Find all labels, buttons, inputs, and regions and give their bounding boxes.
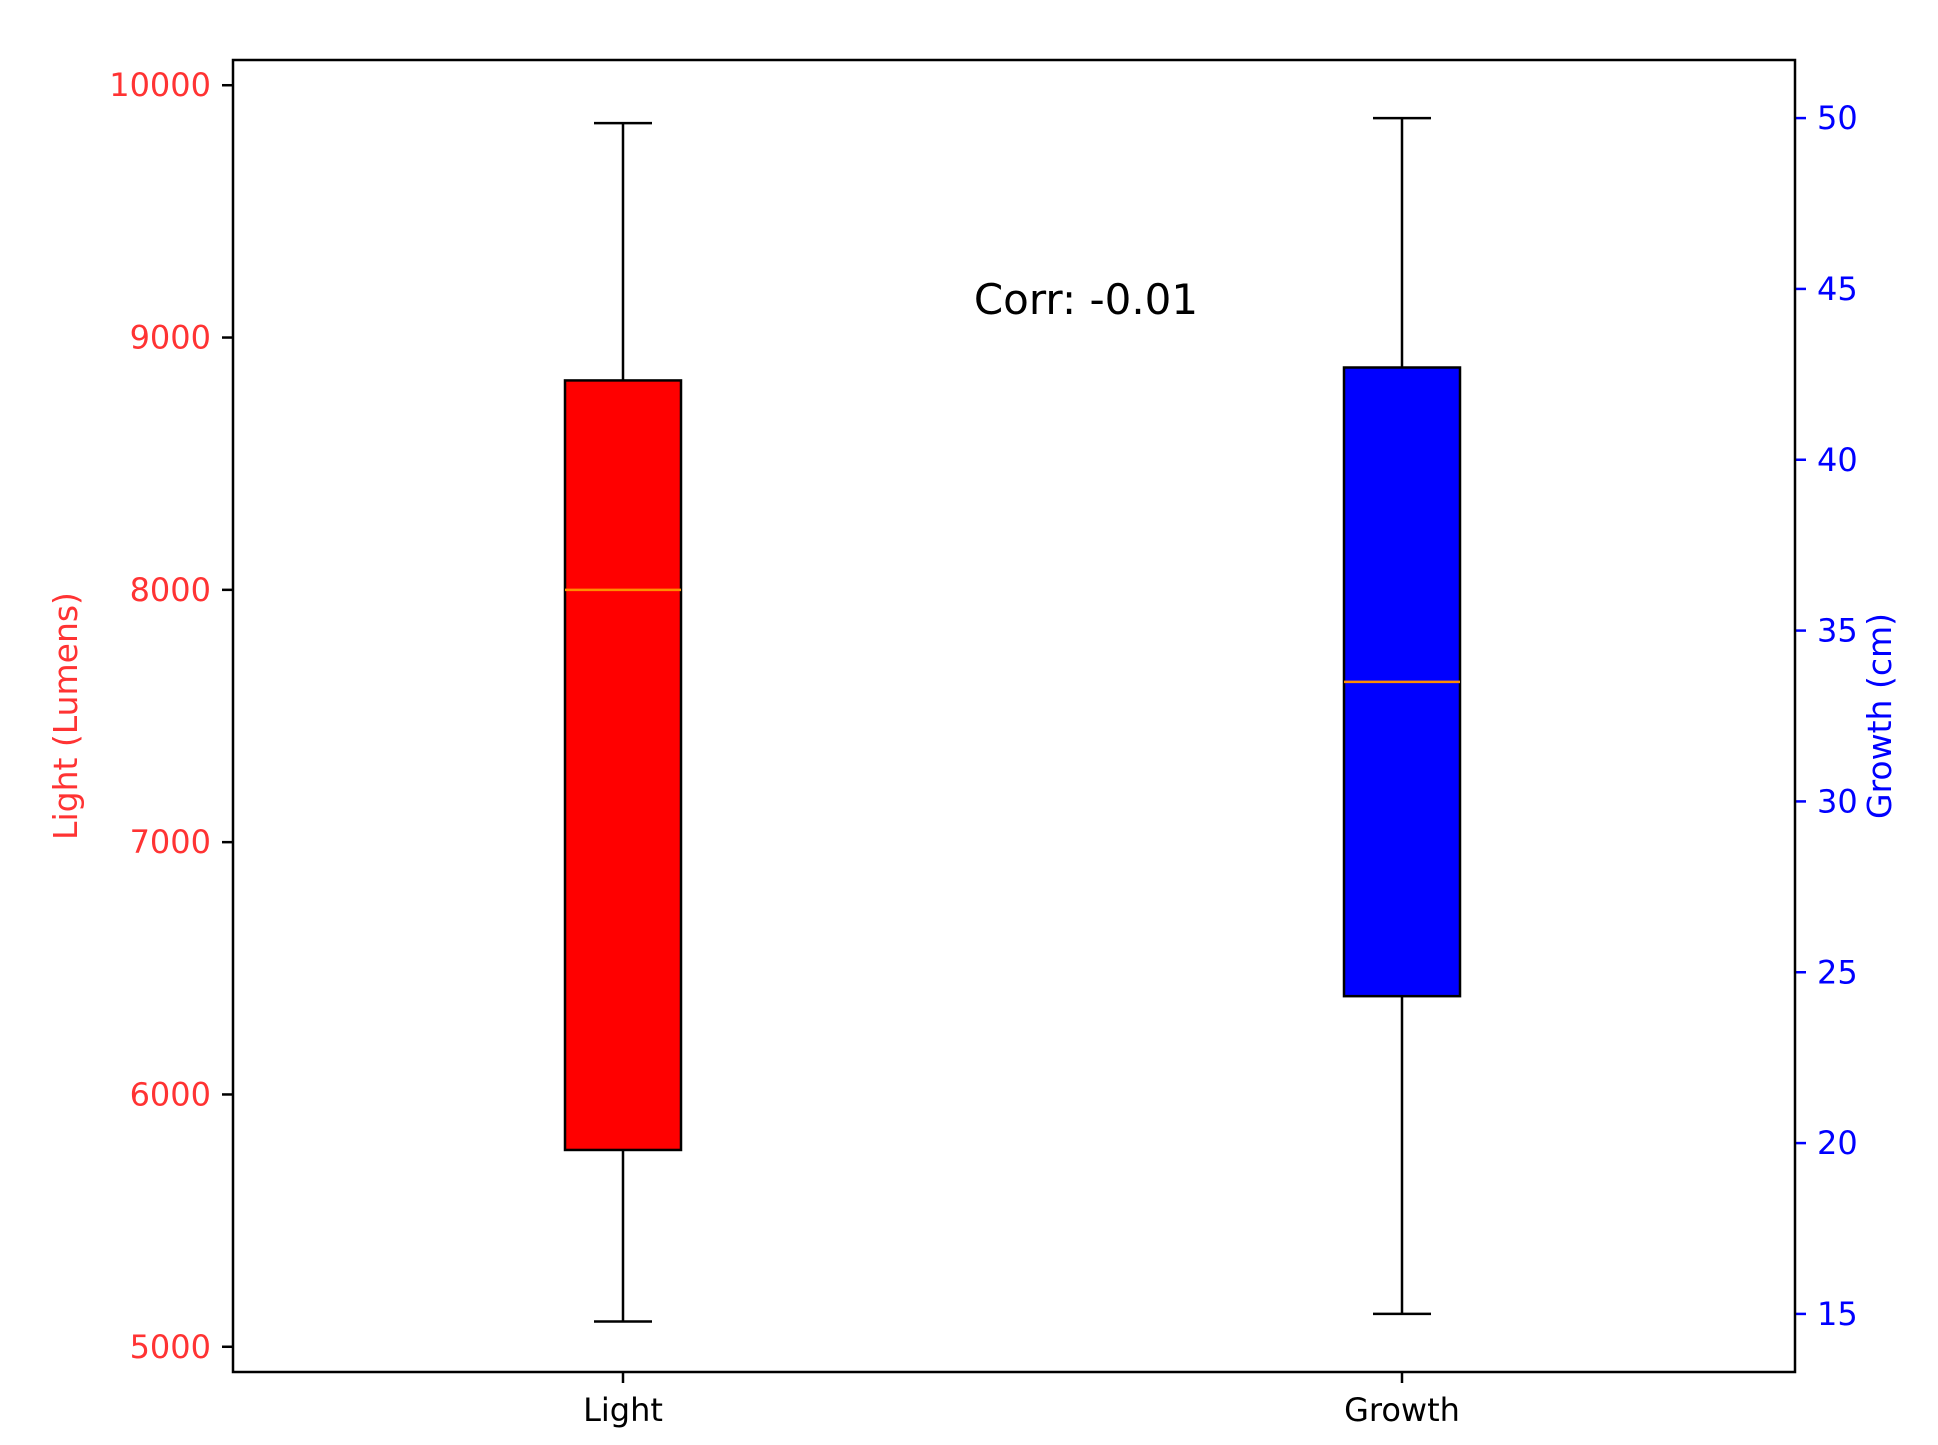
left-tick-label: 5000 [130,1328,211,1366]
right-tick-label: 15 [1817,1295,1858,1333]
left-tick-label: 7000 [130,823,211,861]
right-tick-label: 50 [1817,99,1858,137]
boxes-layer [563,116,1462,1323]
right-tick-label: 45 [1817,270,1858,308]
right-axis: 15 20 25 30 35 40 45 50 [1795,99,1858,1333]
x-axis: Light Growth [583,1372,1460,1429]
right-tick-label: 25 [1817,953,1858,991]
plot-area [233,60,1795,1372]
left-axis-title: Light (Lumens) [46,592,85,840]
x-tick-label: Growth [1344,1391,1460,1429]
right-axis-title: Growth (cm) [1860,613,1899,819]
left-tick-label: 6000 [130,1075,211,1113]
x-tick-label: Light [583,1391,663,1429]
right-tick-label: 40 [1817,441,1858,479]
correlation-annotation: Corr: -0.01 [974,275,1198,324]
plot-frame [231,58,1797,1374]
left-axis: 5000 6000 7000 8000 9000 10000 [109,66,233,1366]
right-tick-label: 30 [1817,782,1858,820]
left-tick-label: 10000 [109,66,211,104]
left-tick-label: 8000 [130,571,211,609]
right-tick-label: 35 [1817,612,1858,650]
right-tick-label: 20 [1817,1124,1858,1162]
light-box [563,379,683,1152]
left-tick-label: 9000 [130,319,211,357]
